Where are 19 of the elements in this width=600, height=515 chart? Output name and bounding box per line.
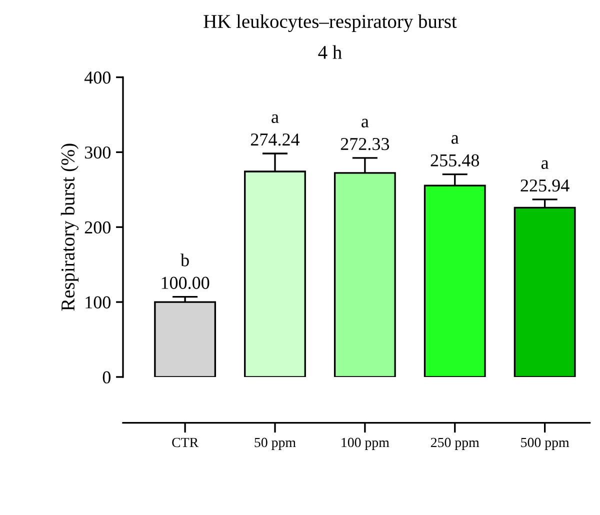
y-tick-label: 200	[84, 221, 111, 234]
x-tick-label: 50 ppm	[254, 438, 296, 450]
data-label: a 274.24	[250, 114, 300, 146]
chart-title: HK leukocytes–respiratory burst	[204, 14, 457, 32]
x-tick-label: 100 ppm	[342, 438, 390, 450]
x-tick-label: 500 ppm	[521, 438, 570, 450]
x-tick-label: CTR	[172, 438, 199, 448]
data-label: a 272.33	[340, 118, 390, 150]
y-tick-label: 300	[84, 146, 111, 159]
y-tick-label: 400	[84, 72, 111, 84]
y-tick-label: 0	[102, 371, 111, 384]
bar	[154, 301, 216, 377]
data-label: a 255.48	[430, 135, 480, 167]
data-label: b 100.00	[162, 254, 210, 290]
x-tick-label: 250 ppm	[431, 438, 480, 450]
y-tick-label: 100	[86, 296, 111, 308]
data-label: a 225.94	[520, 160, 570, 192]
y-axis-title: Respiratory burst (%)	[60, 144, 79, 311]
chart-subtitle: 4 h	[318, 45, 342, 59]
